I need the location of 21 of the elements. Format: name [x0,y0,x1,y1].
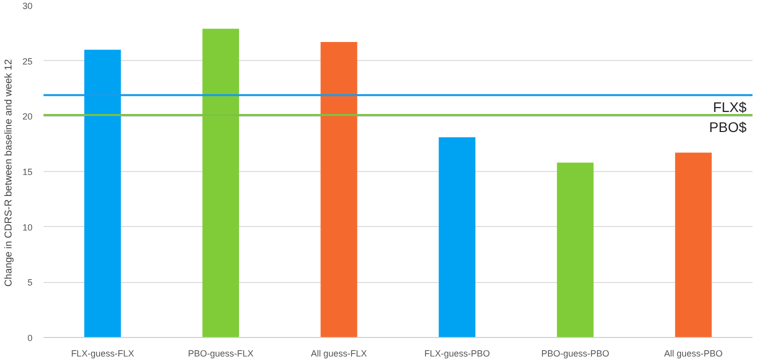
y-tick-label: 30 [22,1,33,11]
bar [84,50,121,338]
y-tick-label: 20 [22,112,33,122]
y-tick-label: 15 [22,167,33,177]
y-tick-label: 5 [27,278,33,288]
ref-line-label: FLX$ [713,99,747,116]
bar [438,137,476,338]
ref-line-label: PBO$ [709,119,747,136]
x-tick-label: PBO-guess-FLX [188,348,254,358]
bar [320,42,358,338]
y-tick-label: 25 [22,56,33,66]
bar [556,162,594,338]
y-tick-label: 10 [22,222,33,232]
x-tick-label: FLX-guess-FLX [71,348,134,358]
x-tick-label: All guess-FLX [310,348,367,358]
x-tick-label: All guess-PBO [664,348,723,358]
y-axis-title: Change in CDRS-R between baseline and week 12 [3,58,14,287]
x-tick-label: PBO-guess-PBO [541,348,610,358]
bar [675,152,712,338]
x-tick-label: FLX-guess-PBO [424,348,490,358]
y-tick-label: 0 [27,333,33,343]
